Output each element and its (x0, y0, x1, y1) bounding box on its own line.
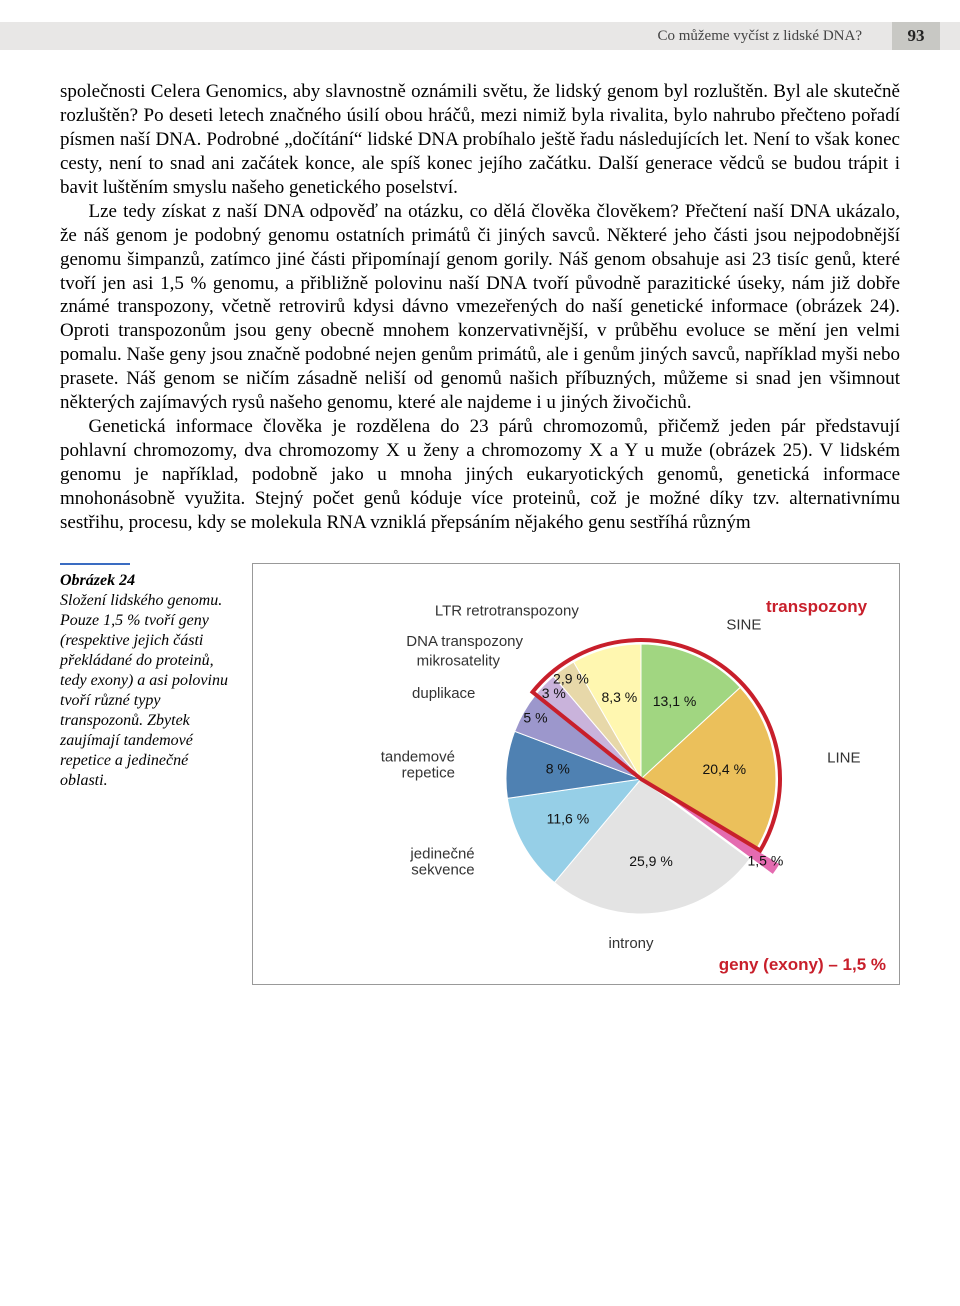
running-title: Co můžeme vyčíst z lidské DNA? (657, 28, 862, 45)
slice-label: LTR retrotranspozony (435, 602, 579, 619)
paragraph-3: Genetická informace člověka je rozdělena… (60, 415, 900, 535)
pct-label: 8,3 % (601, 689, 637, 705)
slice-label: introny (608, 935, 654, 952)
page-number: 93 (892, 22, 940, 50)
slice-label: duplikace (412, 685, 475, 702)
figure-caption-text: Složení lidského genomu. Pouze 1,5 % tvo… (60, 592, 228, 789)
figure-caption: Obrázek 24 Složení lidského genomu. Pouz… (60, 563, 228, 791)
caption-rule (60, 563, 130, 565)
pie-chart: 8,3 % 13,1 % 20,4 % 1,5 % 25,9 % 11,6 % 8 % 5 %… (252, 563, 900, 985)
page-header: Co můžeme vyčíst z lidské DNA? 93 (0, 22, 960, 50)
pct-label: 13,1 % (653, 693, 697, 709)
pct-label: 25,9 % (629, 853, 673, 869)
pct-label: 1,5 % (748, 852, 784, 868)
body-text: společnosti Celera Genomics, aby slavnos… (60, 80, 900, 535)
slice-label: SINE (726, 617, 761, 634)
paragraph-1: společnosti Celera Genomics, aby slavnos… (60, 80, 900, 200)
slice-label: mikrosatelity (417, 652, 501, 669)
paragraph-2: Lze tedy získat z naší DNA odpověď na ot… (60, 200, 900, 415)
pct-label: 20,4 % (702, 761, 746, 777)
pct-label: 8 % (546, 760, 570, 776)
transposon-group-label: transpozony (766, 597, 868, 616)
slice-label: jedinečnésekvence (409, 845, 474, 878)
pct-label: 5 % (523, 709, 547, 725)
figure-24: Obrázek 24 Složení lidského genomu. Pouz… (60, 563, 900, 985)
pct-label: 11,6 % (547, 810, 590, 826)
pct-label: 3 % (542, 685, 566, 701)
figure-heading: Obrázek 24 (60, 572, 135, 589)
pct-label: 2,9 % (553, 670, 589, 686)
slice-label: tandemovérepetice (381, 748, 455, 781)
pie-svg: 8,3 % 13,1 % 20,4 % 1,5 % 25,9 % 11,6 % 8 % 5 %… (253, 564, 899, 984)
gene-label: geny (exony) – 1,5 % (719, 955, 886, 974)
slice-label: LINE (827, 749, 860, 766)
slice-label: DNA transpozony (406, 633, 523, 650)
